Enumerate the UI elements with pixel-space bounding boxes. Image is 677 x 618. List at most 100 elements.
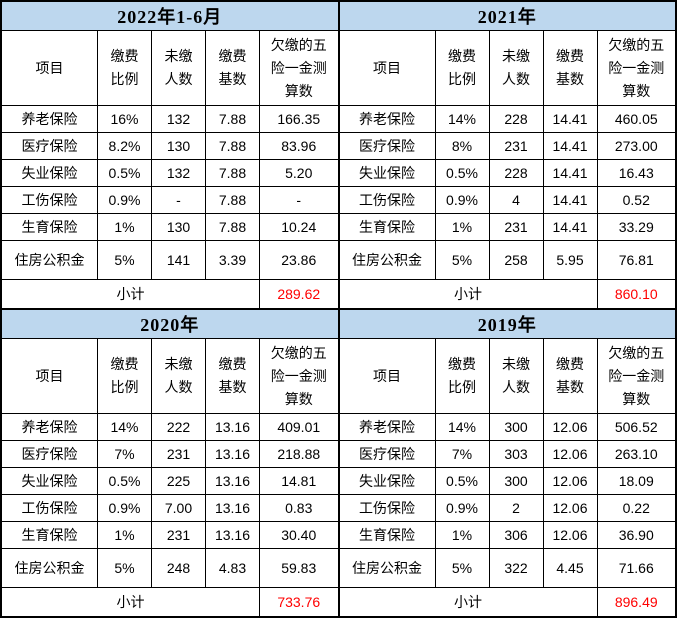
cell-arrears-estimate: 76.81: [596, 240, 676, 280]
cell-ratio: 0.5%: [97, 467, 152, 495]
table-row: 失业保险 0.5% 225 13.16 14.81: [1, 467, 339, 495]
cell-arrears-estimate: 460.05: [596, 105, 676, 133]
table-row: 养老保险 14% 300 12.06 506.52: [338, 413, 676, 441]
cell-ratio: 5%: [434, 548, 490, 588]
cell-base: 7.88: [205, 213, 260, 241]
table-row: 医疗保险 7% 303 12.06 263.10: [338, 440, 676, 468]
cell-ratio: 8.2%: [97, 132, 152, 160]
cell-arrears-estimate: 0.22: [596, 494, 676, 522]
cell-unpaid-count: 248: [151, 548, 206, 588]
year-table-2020: 2020年 项目 缴费比例 未缴人数 缴费基数 欠缴的五险一金测算数 养老保险 14% 222 1…: [1, 309, 339, 617]
cell-ratio: 1%: [97, 213, 152, 241]
cell-base: 14.41: [542, 105, 598, 133]
table-row: 工伤保险 0.9% -7.88-: [1, 186, 339, 214]
cell-item: 失业保险: [338, 467, 436, 495]
col-header-arrears-estimate: 欠缴的五险一金测算数: [596, 30, 676, 106]
cell-unpaid-count: 130: [151, 132, 206, 160]
table-row: 医疗保险 8.2% 130 7.88 83.96: [1, 132, 339, 160]
cell-base: 7.88: [205, 186, 260, 214]
table-row: 工伤保险 0.9% 2 12.06 0.22: [338, 494, 676, 522]
cell-unpaid-count: 303: [488, 440, 544, 468]
table-row: 工伤保险 0.9% 7.00 13.16 0.83: [1, 494, 339, 522]
col-header-unpaid-count: 未缴人数: [488, 30, 544, 106]
cell-arrears-estimate: 18.09: [596, 467, 676, 495]
cell-item: 医疗保险: [1, 132, 98, 160]
col-header-item: 项目: [1, 30, 98, 106]
cell-base: 13.16: [205, 467, 260, 495]
cell-unpaid-count: 225: [151, 467, 206, 495]
year-table-2019: 2019年 项目 缴费比例 未缴人数 缴费基数 欠缴的五险一金测算数 养老保险 14% 300 1…: [338, 309, 677, 617]
year-title: 2022年1-6月: [1, 1, 339, 31]
year-title: 2021年: [338, 1, 676, 31]
col-header-item: 项目: [338, 338, 436, 414]
cell-unpaid-count: 231: [151, 440, 206, 468]
cell-item: 住房公积金: [338, 240, 436, 280]
col-header-ratio: 缴费比例: [97, 338, 152, 414]
cell-item: 工伤保险: [338, 186, 436, 214]
col-header-base: 缴费基数: [205, 30, 260, 106]
cell-arrears-estimate: 10.24: [259, 213, 339, 241]
cell-base: 7.88: [205, 132, 260, 160]
year-header-row: 2019年: [338, 309, 676, 339]
cell-item: 生育保险: [338, 521, 436, 549]
cell-base: 12.06: [542, 467, 598, 495]
cell-ratio: 0.5%: [434, 159, 490, 187]
cell-base: 4.83: [205, 548, 260, 588]
cell-item: 生育保险: [338, 213, 436, 241]
col-header-ratio: 缴费比例: [434, 30, 490, 106]
cell-arrears-estimate: 16.43: [596, 159, 676, 187]
cell-base: 13.16: [205, 413, 260, 441]
col-header-ratio: 缴费比例: [97, 30, 152, 106]
cell-base: 12.06: [542, 440, 598, 468]
column-header-row: 项目 缴费比例 未缴人数 缴费基数 欠缴的五险一金测算数: [338, 338, 676, 414]
cell-base: 14.41: [542, 132, 598, 160]
table-row: 生育保险 1% 231 14.41 33.29: [338, 213, 676, 241]
year-table-2022-h1: 2022年1-6月 项目 缴费比例 未缴人数 缴费基数 欠缴的五险一金测算数 养老保险 16%…: [1, 1, 339, 309]
column-header-row: 项目 缴费比例 未缴人数 缴费基数 欠缴的五险一金测算数: [338, 30, 676, 106]
cell-arrears-estimate: 0.83: [259, 494, 339, 522]
table-row: 失业保险 0.5% 228 14.41 16.43: [338, 159, 676, 187]
cell-unpaid-count: 228: [488, 105, 544, 133]
year-title: 2020年: [1, 309, 339, 339]
cell-item: 生育保险: [1, 213, 98, 241]
cell-unpaid-count: 7.00: [151, 494, 206, 522]
col-header-unpaid-count: 未缴人数: [151, 30, 206, 106]
cell-item: 医疗保险: [1, 440, 98, 468]
cell-ratio: 5%: [97, 548, 152, 588]
cell-ratio: 0.9%: [434, 186, 490, 214]
cell-arrears-estimate: 30.40: [259, 521, 339, 549]
cell-unpaid-count: 4: [488, 186, 544, 214]
cell-item: 医疗保险: [338, 132, 436, 160]
cell-unpaid-count: 300: [488, 467, 544, 495]
cell-ratio: 1%: [434, 521, 490, 549]
cell-base: 7.88: [205, 159, 260, 187]
table-row: 住房公积金 5% 322 4.45 71.66: [338, 548, 676, 588]
cell-unpaid-count: 231: [488, 132, 544, 160]
cell-arrears-estimate: -: [259, 186, 339, 214]
cell-ratio: 0.9%: [97, 186, 152, 214]
cell-unpaid-count: 231: [488, 213, 544, 241]
col-header-ratio: 缴费比例: [434, 338, 490, 414]
cell-arrears-estimate: 5.20: [259, 159, 339, 187]
cell-arrears-estimate: 506.52: [596, 413, 676, 441]
cell-ratio: 7%: [97, 440, 152, 468]
table-row: 住房公积金 5% 258 5.95 76.81: [338, 240, 676, 280]
table-row: 失业保险 0.5% 300 12.06 18.09: [338, 467, 676, 495]
col-header-item: 项目: [338, 30, 436, 106]
table-row: 医疗保险 8% 231 14.41 273.00: [338, 132, 676, 160]
cell-item: 住房公积金: [1, 240, 98, 280]
cell-item: 失业保险: [338, 159, 436, 187]
cell-item: 失业保险: [1, 467, 98, 495]
cell-base: 13.16: [205, 494, 260, 522]
cell-arrears-estimate: 71.66: [596, 548, 676, 588]
subtotal-value: 860.10: [596, 279, 676, 309]
subtotal-row: 小计 733.76: [1, 587, 339, 617]
subtotal-label: 小计: [338, 587, 598, 617]
table-row: 生育保险 1% 306 12.06 36.90: [338, 521, 676, 549]
cell-unpaid-count: 222: [151, 413, 206, 441]
cell-item: 住房公积金: [1, 548, 98, 588]
subtotal-row: 小计 860.10: [338, 279, 676, 309]
column-header-row: 项目 缴费比例 未缴人数 缴费基数 欠缴的五险一金测算数: [1, 338, 339, 414]
subtotal-value: 733.76: [259, 587, 339, 617]
